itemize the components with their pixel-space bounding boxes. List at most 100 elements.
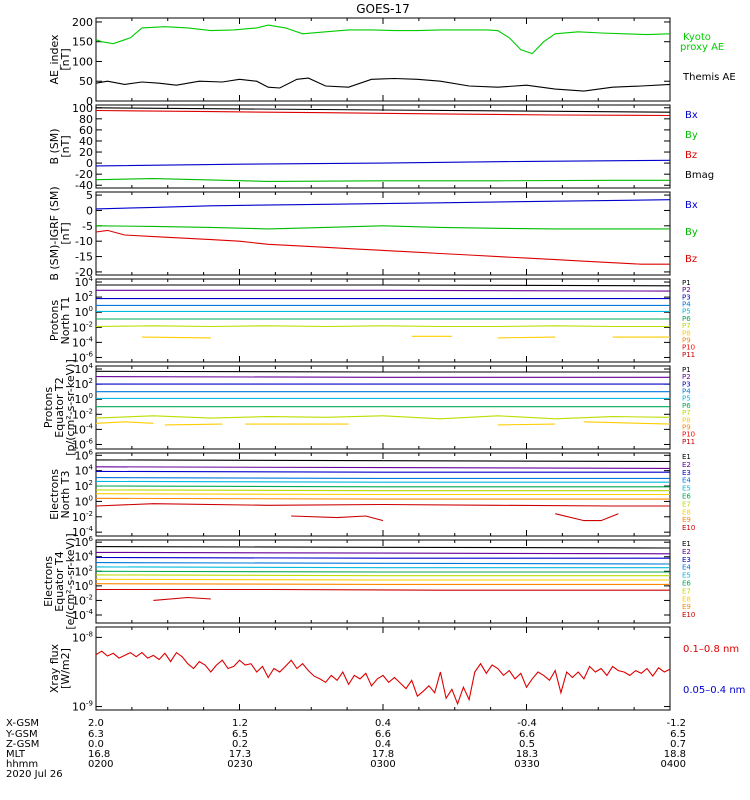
legend-b-igrf: By xyxy=(685,227,698,238)
series-E10b xyxy=(153,596,211,601)
panel-frame xyxy=(95,278,671,363)
legend-label: E3 xyxy=(682,469,691,477)
y-tick-label: 40 xyxy=(79,135,93,148)
series-E1 xyxy=(95,459,671,463)
legend-label: E4 xyxy=(682,564,691,572)
table-cell: -0.4 xyxy=(517,718,537,729)
series-P8a xyxy=(141,336,211,339)
table-cell: 18.3 xyxy=(516,749,538,760)
legend-label: E2 xyxy=(682,548,691,556)
y-axis-label: Protons xyxy=(42,387,55,428)
legend-label: E9 xyxy=(682,516,691,524)
legend-label: E4 xyxy=(682,477,691,485)
legend-label: P10 xyxy=(682,431,695,439)
y-axis-label: [e/(cm²-s-sr-keV)] xyxy=(64,533,77,629)
y-tick-label: 10-9 xyxy=(72,700,93,714)
legend-label: E6 xyxy=(682,493,691,501)
series-P2 xyxy=(96,289,671,292)
y-tick-label: 10-2 xyxy=(72,593,93,607)
row-label: MLT xyxy=(6,749,26,760)
legend-label: E5 xyxy=(682,485,691,493)
series-E10b xyxy=(291,515,384,522)
y-tick-label: 10-2 xyxy=(72,407,93,421)
y-tick-label: -5 xyxy=(82,220,93,233)
series-E9 xyxy=(95,583,670,585)
series-E10 xyxy=(96,588,670,591)
series-Bz xyxy=(95,229,670,265)
legend-label: P2 xyxy=(682,373,691,381)
table-cell: 0200 xyxy=(88,759,113,770)
y-tick-label: 100 xyxy=(75,392,93,406)
legend-label: E5 xyxy=(682,572,691,580)
legend-label: E8 xyxy=(682,508,691,516)
legend-label: E3 xyxy=(682,556,691,564)
table-cell: 6.3 xyxy=(88,729,104,740)
legend-label: P11 xyxy=(682,351,695,359)
panel-3: -20 -15 -10 -5 0 5 B (SM)-IGRF (SM)[nT] xyxy=(48,186,671,281)
legend-label: E8 xyxy=(682,595,691,603)
y-tick-label: 102 xyxy=(75,290,93,304)
legend-label: P7 xyxy=(682,322,691,330)
y-tick-label: 10-2 xyxy=(72,320,93,334)
series-E4 xyxy=(95,477,670,479)
table-cell: 6.6 xyxy=(375,729,391,740)
legend-label: E1 xyxy=(682,540,691,548)
row-label: X-GSM xyxy=(6,718,39,729)
series-0.1-0.8 nm xyxy=(95,650,671,706)
panel-8: 10-8 10-9 Xray flux[W/m2] 0.1–0.8 nm 0.05–0.… xyxy=(48,626,745,714)
series-P8b xyxy=(164,423,223,426)
y-tick-label: 102 xyxy=(75,479,93,493)
legend-ae: Kyoto xyxy=(683,32,711,43)
y-tick-label: 60 xyxy=(79,124,93,137)
y-tick-label: 0 xyxy=(86,157,93,170)
y-tick-label: 106 xyxy=(75,535,94,549)
series-E10c xyxy=(555,513,619,522)
y-tick-label: 5 xyxy=(86,189,93,202)
table-cell: 0400 xyxy=(661,759,686,770)
y-tick-label: 10-4 xyxy=(72,525,94,539)
series-E5 xyxy=(95,566,670,569)
y-axis-label: AE_index xyxy=(48,34,61,85)
series-Bx xyxy=(95,159,671,167)
legend-label: P4 xyxy=(682,388,691,396)
y-tick-label: -10 xyxy=(75,235,93,248)
legend-label: E7 xyxy=(682,500,691,508)
legend-b-sm: Bx xyxy=(685,110,698,121)
legend-label: P4 xyxy=(682,301,691,309)
y-axis-label: Equator T2 xyxy=(53,377,66,437)
series-P8d xyxy=(497,423,556,426)
y-tick-label: 102 xyxy=(75,377,93,391)
y-tick-label: -20 xyxy=(75,168,93,181)
series-By xyxy=(95,178,670,182)
y-axis-label: [nT] xyxy=(59,135,72,157)
series-E5 xyxy=(95,480,670,483)
table-cell: 16.8 xyxy=(88,749,110,760)
y-tick-label: 106 xyxy=(75,448,94,462)
series-E9 xyxy=(95,497,670,500)
legend-label: P1 xyxy=(682,366,691,374)
y-tick-label: 10-4 xyxy=(72,335,94,349)
row-label: hhmm xyxy=(6,759,38,770)
series-E8 xyxy=(95,493,670,496)
legend-label: E6 xyxy=(682,580,691,588)
panel-frame xyxy=(95,626,671,711)
table-cell: 0.0 xyxy=(88,739,104,750)
row-label: Z-GSM xyxy=(6,739,39,750)
series-Kyoto proxy AE xyxy=(95,24,671,55)
series-By xyxy=(95,225,670,230)
y-tick-label: 150 xyxy=(72,36,93,49)
series-P7 xyxy=(95,325,670,328)
legend-label: E9 xyxy=(682,603,691,611)
series-E8 xyxy=(95,578,670,581)
series-P8c xyxy=(497,336,556,339)
y-tick-label: 100 xyxy=(75,579,93,593)
y-axis-label: [W/m2] xyxy=(59,648,72,689)
table-cell: 0330 xyxy=(514,759,539,770)
series-Bx xyxy=(95,199,671,210)
legend-b-sm: By xyxy=(685,130,698,141)
legend-b-igrf: Bx xyxy=(685,200,698,211)
